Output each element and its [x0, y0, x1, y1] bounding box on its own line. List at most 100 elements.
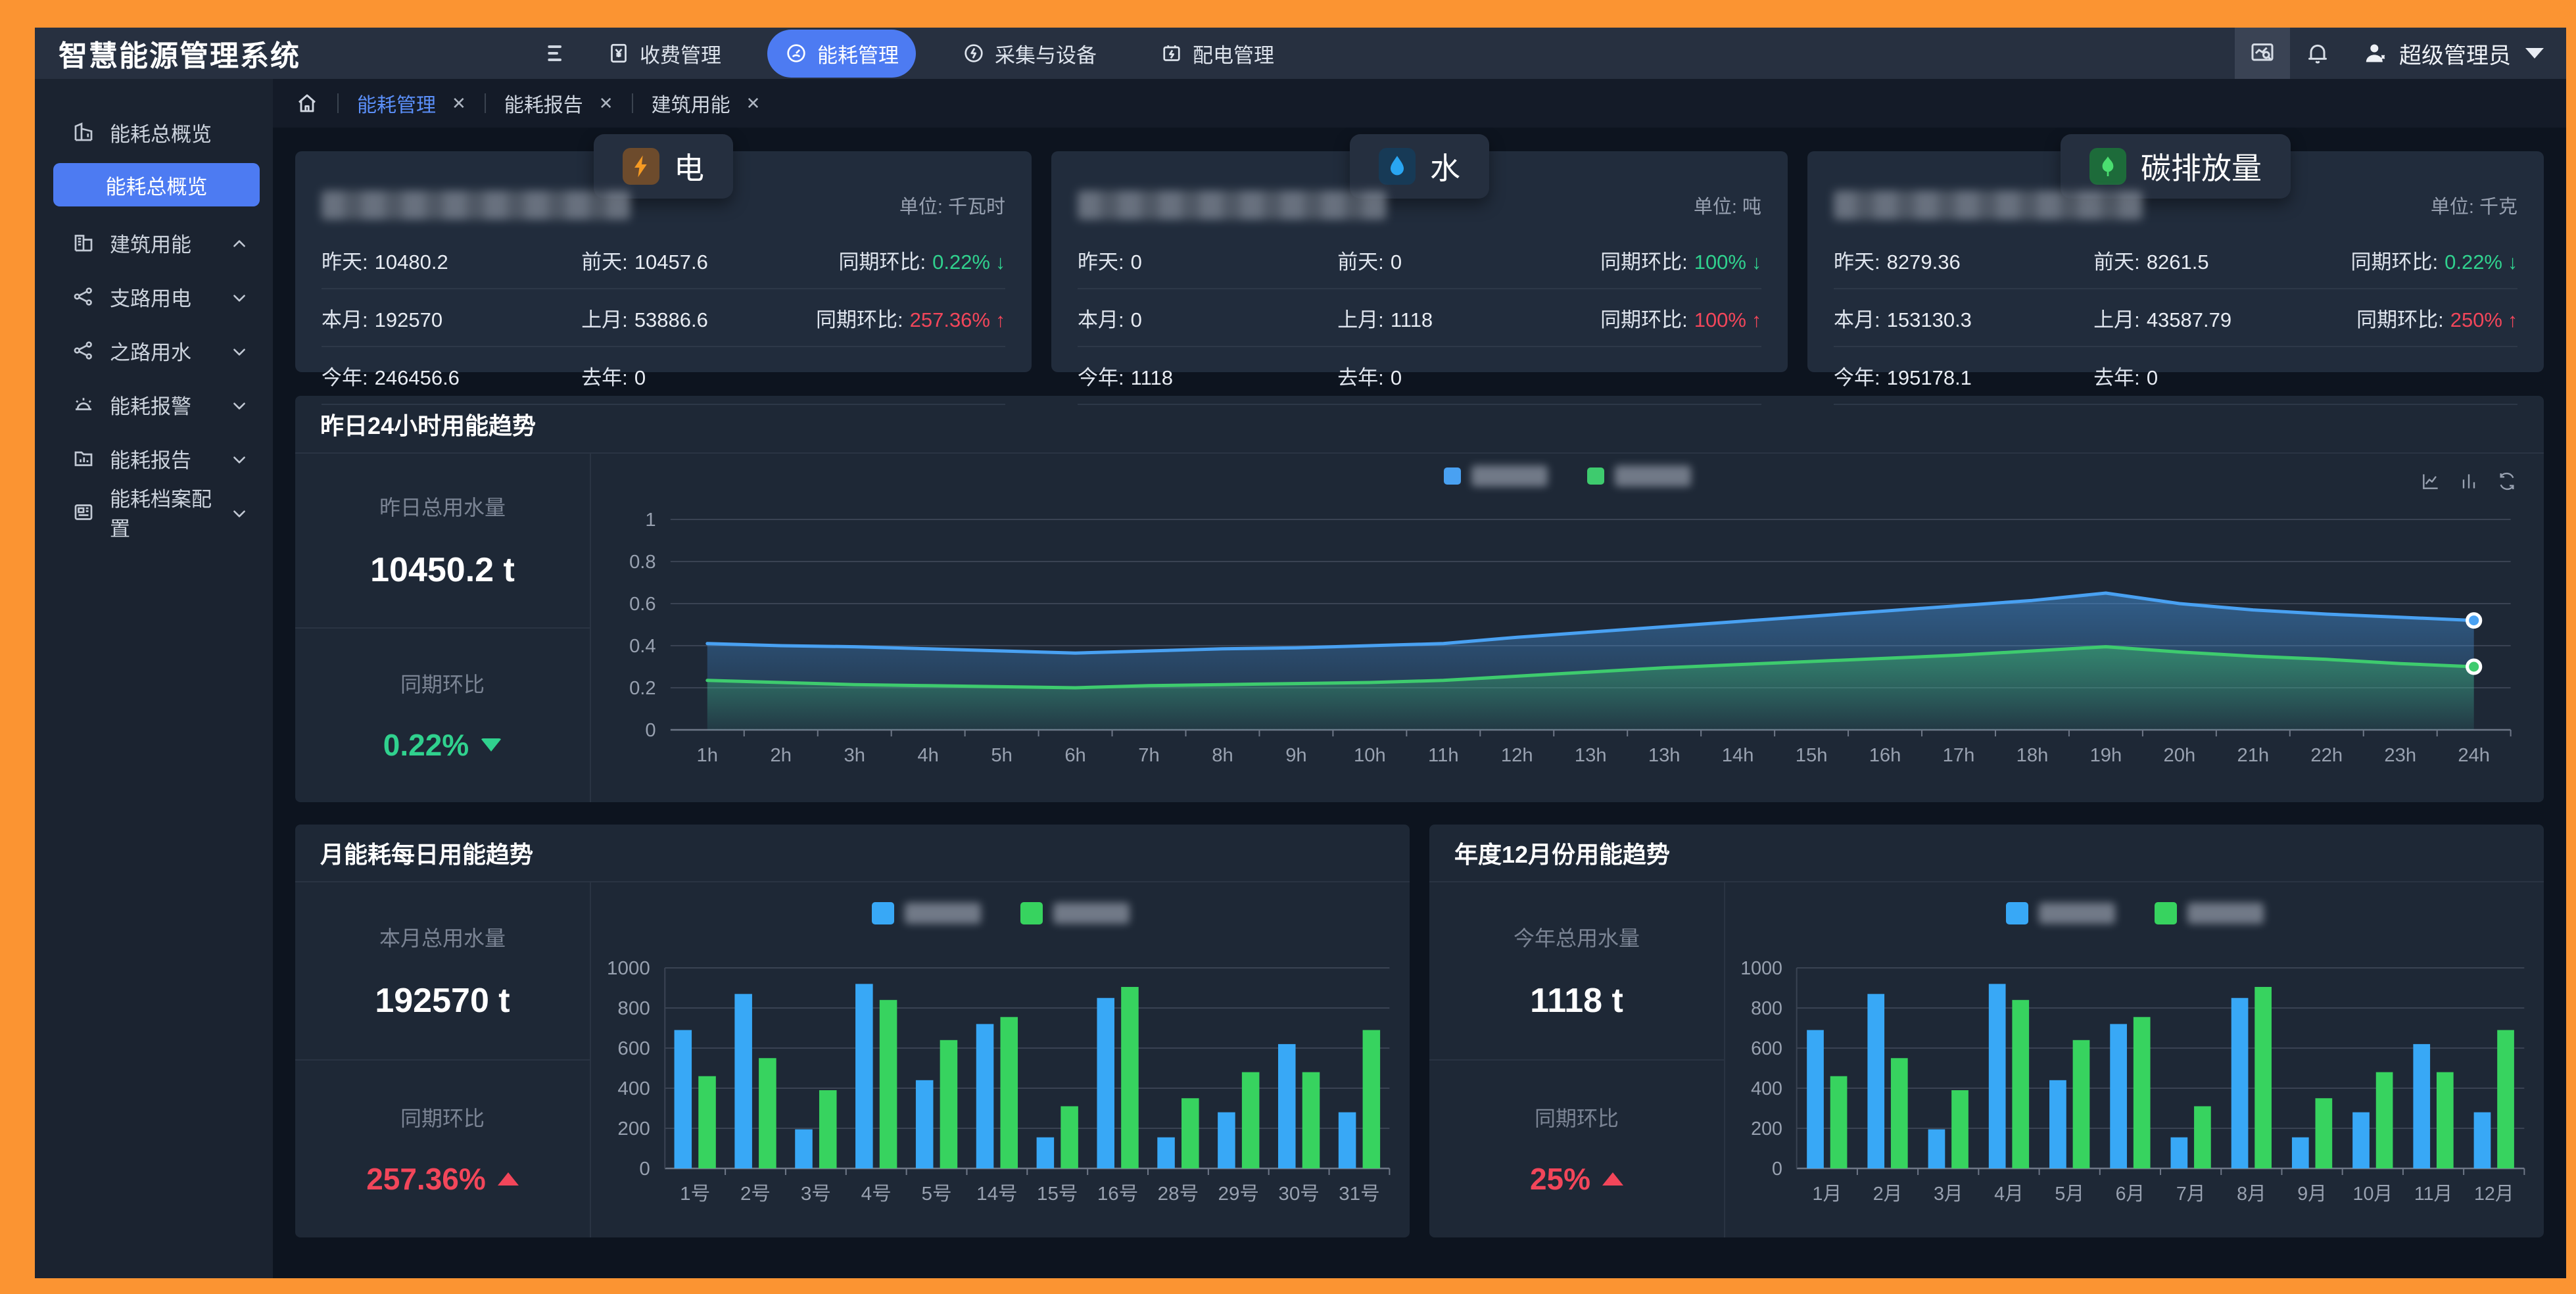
bar-green-4	[2012, 999, 2030, 1168]
series-endpoint-marker	[2466, 658, 2483, 675]
axis-tick-label: 800	[617, 997, 650, 1019]
sidebar-item-1[interactable]: 能耗总概览	[35, 105, 273, 159]
axis-tick-label: 7月	[2176, 1184, 2206, 1205]
chevron-down-icon	[231, 288, 248, 305]
stat-cell-label: 去年:	[1337, 366, 1384, 389]
bar-blue-12	[2473, 1112, 2491, 1168]
axis-tick-label: 14h	[1722, 745, 1754, 766]
navbar-right: 超级管理员	[2235, 28, 2566, 79]
stat-panel-percent: 0.22%	[383, 727, 502, 763]
stat-cell-label: 本月:	[1078, 308, 1124, 331]
sidebar-item-3[interactable]: 支路用电	[35, 270, 273, 324]
home-icon[interactable]	[295, 91, 319, 115]
bar-green-5	[2072, 1040, 2090, 1168]
stat-cell-label: 同期环比:	[838, 250, 926, 274]
sidebar-item-6[interactable]: 能耗报告	[35, 431, 273, 485]
stat-panel-percent: 25%	[1530, 1161, 1624, 1197]
building-energy-icon	[72, 231, 110, 254]
tab-close-icon[interactable]: ✕	[746, 93, 761, 113]
sidebar-item-5[interactable]: 能耗报警	[35, 377, 273, 431]
chart-card-title-bar: 昨日24小时用能趋势	[295, 396, 2544, 454]
legend-color-swatch	[2154, 902, 2177, 924]
notifications-bell-icon[interactable]	[2290, 28, 2345, 79]
axis-tick-label: 21h	[2237, 745, 2269, 766]
sidebar-item-label: 建筑用能	[110, 233, 191, 256]
axis-tick-label: 12月	[2474, 1184, 2514, 1205]
bar-green-1	[1830, 1076, 1848, 1168]
axis-tick-label: 22h	[2310, 745, 2343, 766]
stat-cell: 去年: 0	[2093, 361, 2319, 391]
chart-toolbox	[2420, 471, 2517, 495]
monitor-chart-icon[interactable]	[2235, 28, 2290, 79]
axis-tick-label: 9月	[2297, 1184, 2327, 1205]
nav-item-2[interactable]: 能耗管理	[767, 29, 916, 78]
arrow-up-icon: ↑	[1752, 309, 1761, 331]
tab-close-icon[interactable]: ✕	[452, 93, 466, 113]
arrow-up-icon: ↑	[995, 309, 1005, 331]
stat-panel-top-label: 昨日总用水量	[379, 496, 506, 519]
stat-cell-label: 上月:	[581, 308, 628, 331]
bar-blue-7	[2170, 1137, 2188, 1168]
nav-item-1[interactable]: 收费管理	[590, 30, 738, 78]
triangle-up-icon	[497, 1172, 519, 1186]
legend-item-2[interactable]	[1587, 466, 1691, 487]
bar-green-2	[1890, 1058, 1908, 1168]
legend-item-2[interactable]	[2154, 902, 2264, 924]
tab-2[interactable]: 能耗报告 ✕	[504, 89, 613, 118]
user-menu[interactable]: 超级管理员	[2345, 37, 2566, 70]
stat-cell: 前天: 8261.5	[2093, 245, 2319, 275]
legend-item-1[interactable]	[1444, 466, 1548, 487]
line-series-2	[705, 645, 2476, 690]
axis-tick-label: 0	[645, 720, 656, 741]
tab-3[interactable]: 建筑用能 ✕	[652, 89, 761, 118]
axis-tick-label: 0.6	[629, 594, 656, 615]
sidebar-item-4[interactable]: 之路用水	[35, 324, 273, 377]
top-navbar: 智慧能源管理系统 收费管理 能耗管理 采集与设备 配电管理 超级管理员	[35, 28, 2566, 79]
energy-management-icon	[784, 41, 808, 65]
water-icon	[1379, 148, 1416, 185]
stat-card-subheader: 单位: 千瓦时	[322, 185, 1005, 225]
stat-cell-label: 昨天:	[1078, 250, 1124, 274]
stat-cell-label: 去年:	[2093, 366, 2140, 389]
axis-tick-label: 18h	[2016, 745, 2049, 766]
main-area: 能耗管理 ✕ 能耗报告 ✕ 建筑用能 ✕ 电单位: 千瓦时 昨天: 10480.2 前天: 104…	[273, 79, 2566, 1278]
tab-close-icon[interactable]: ✕	[598, 93, 613, 113]
power-distribution-icon	[1160, 41, 1183, 65]
app-title: 智慧能源管理系统	[59, 40, 300, 72]
sidebar-subitem-1-1[interactable]: 能耗总概览	[53, 163, 260, 206]
bar-green-12	[1362, 1030, 1381, 1168]
toolbox-restore-icon[interactable]	[2496, 471, 2517, 495]
stat-cell-value: 195178.1	[1886, 366, 1972, 389]
legend-item-2[interactable]	[1020, 902, 1130, 924]
axis-tick-label: 15h	[1796, 745, 1828, 766]
stat-cell-label: 昨天:	[322, 250, 368, 274]
toolbox-bar-icon[interactable]	[2458, 471, 2479, 495]
area-fill-series-2	[707, 646, 2474, 730]
legend-name-redacted	[904, 903, 981, 924]
stat-cell-value: 246456.6	[374, 366, 460, 389]
sidebar-item-2[interactable]: 建筑用能	[35, 216, 273, 270]
axis-tick-label: 5月	[2055, 1184, 2084, 1205]
legend-item-1[interactable]	[2005, 902, 2115, 924]
legend-item-1[interactable]	[871, 902, 981, 924]
axis-tick-label: 17h	[1943, 745, 1975, 766]
nav-item-4[interactable]: 配电管理	[1143, 30, 1291, 78]
axis-tick-label: 13h	[1575, 745, 1607, 766]
nav-item-3[interactable]: 采集与设备	[945, 30, 1114, 78]
stat-cell-value: 257.36%	[909, 308, 990, 331]
bar-green-7	[2194, 1106, 2211, 1168]
sidebar-item-7[interactable]: 能耗档案配置	[35, 485, 273, 540]
bar-blue-7	[1036, 1137, 1055, 1168]
daily-trend-chart: 月能耗每日用能趋势 本月总用水量 192570 t 同期环比 257.36% 0 200 40…	[295, 825, 1410, 1237]
legend-color-swatch	[1444, 467, 1461, 485]
toolbox-line-icon[interactable]	[2420, 471, 2441, 495]
axis-tick-label: 19h	[2090, 745, 2122, 766]
stat-cell: 昨天: 0	[1078, 245, 1337, 275]
tab-separator	[631, 93, 633, 113]
stat-cell: 今年: 246456.6	[322, 361, 581, 391]
axis-tick-label: 1号	[680, 1183, 710, 1205]
stat-cell: 今年: 1118	[1078, 361, 1337, 391]
sidebar-collapse-icon[interactable]	[544, 40, 570, 66]
tab-1[interactable]: 能耗管理 ✕	[357, 89, 466, 118]
